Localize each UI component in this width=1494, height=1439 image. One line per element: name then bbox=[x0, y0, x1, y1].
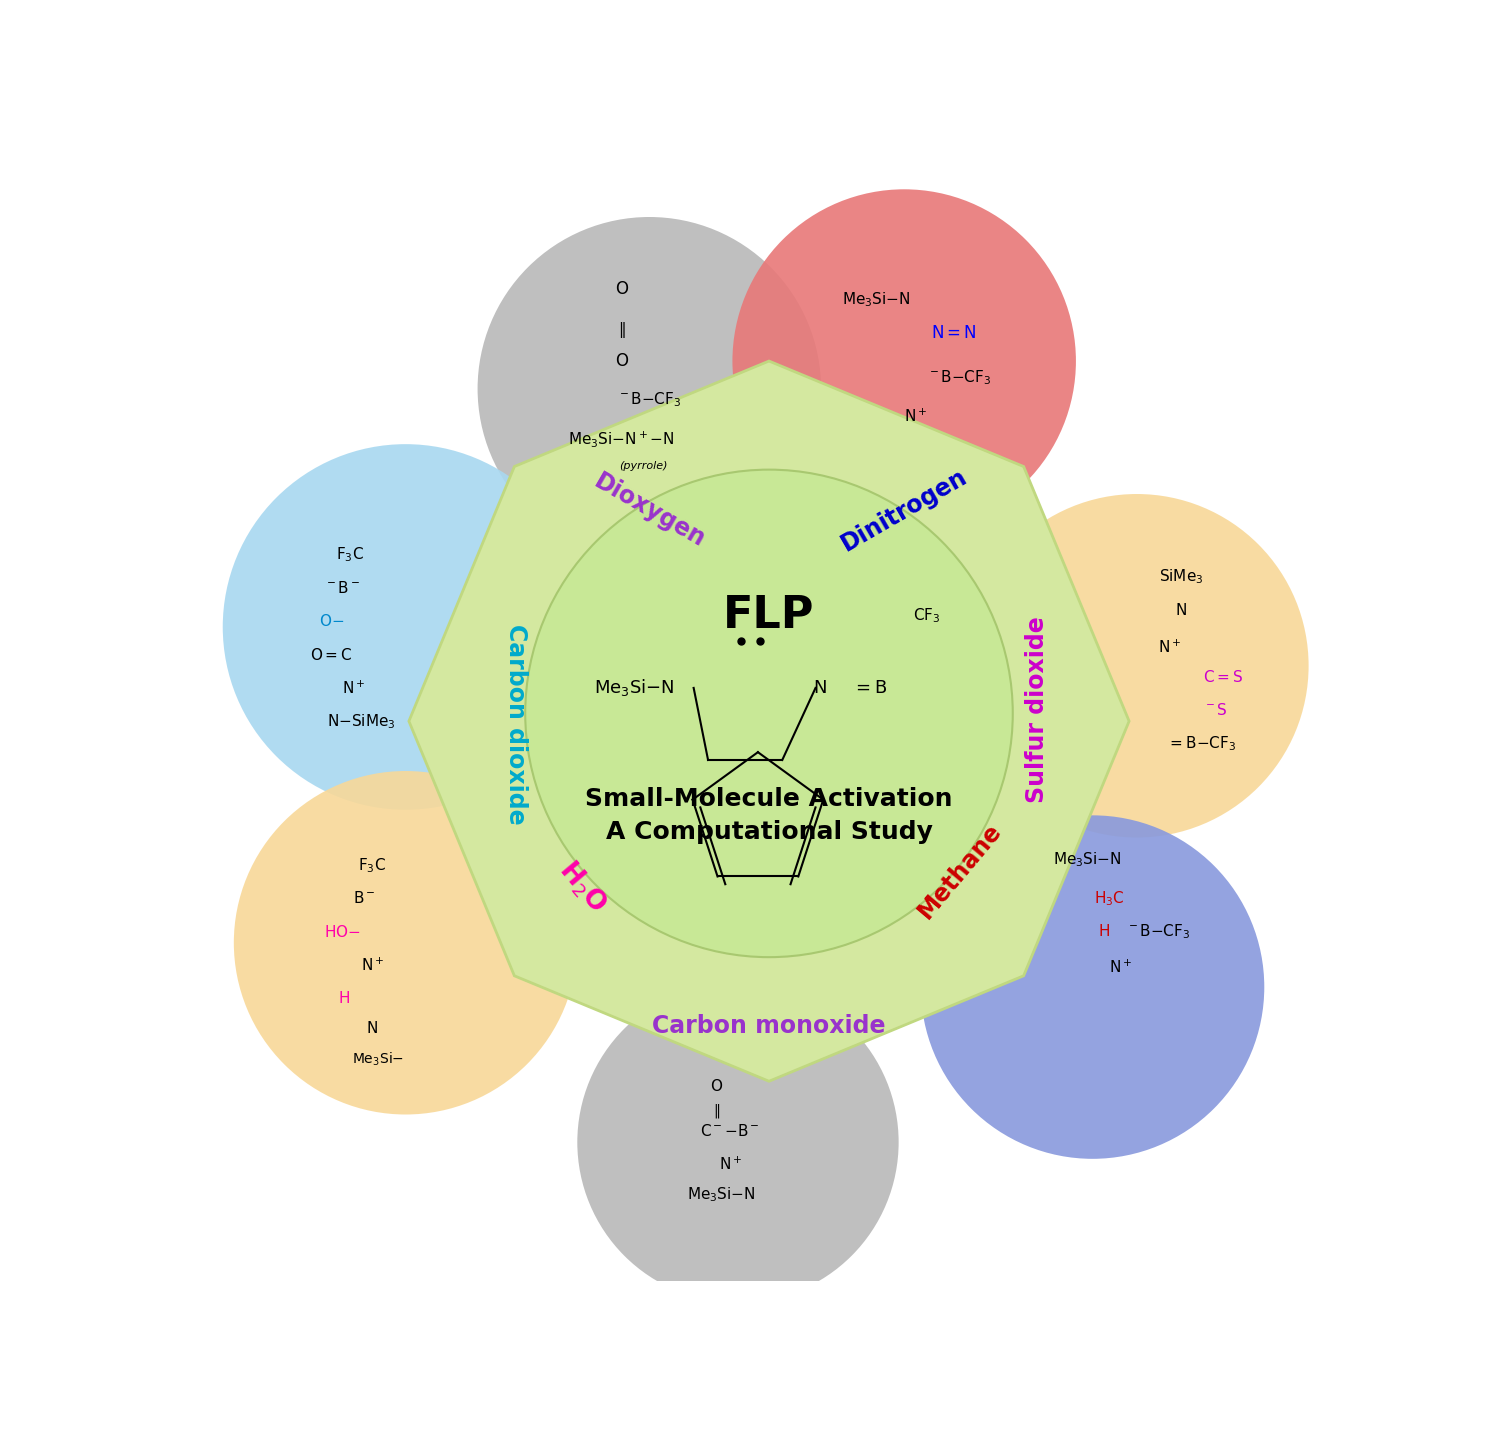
Text: Me$_3$Si$-$N: Me$_3$Si$-$N bbox=[1053, 850, 1122, 869]
Text: O$-$: O$-$ bbox=[318, 613, 344, 629]
Text: $=$B: $=$B bbox=[852, 679, 887, 696]
Text: $^-$B$^-$: $^-$B$^-$ bbox=[324, 580, 360, 596]
Text: N$^+$: N$^+$ bbox=[1158, 639, 1182, 656]
Text: (pyrrole): (pyrrole) bbox=[620, 462, 668, 472]
Text: Carbon monoxide: Carbon monoxide bbox=[653, 1014, 886, 1038]
Ellipse shape bbox=[526, 469, 1013, 957]
Text: F$_3$C: F$_3$C bbox=[359, 856, 387, 875]
Text: N$^+$: N$^+$ bbox=[360, 957, 384, 974]
Polygon shape bbox=[409, 361, 1129, 1081]
Text: Me$_3$Si$-$: Me$_3$Si$-$ bbox=[353, 1050, 403, 1068]
Text: Me$_3$Si$-$N: Me$_3$Si$-$N bbox=[687, 1184, 756, 1203]
Text: Me$_3$Si$-$N$^+$$-$N: Me$_3$Si$-$N$^+$$-$N bbox=[568, 429, 675, 449]
Circle shape bbox=[577, 981, 898, 1302]
Text: Me$_3$Si$-$N: Me$_3$Si$-$N bbox=[843, 291, 911, 309]
Text: C$=$S: C$=$S bbox=[1203, 669, 1243, 685]
Text: N: N bbox=[366, 1020, 378, 1036]
Text: H$_2$O: H$_2$O bbox=[553, 856, 613, 918]
Text: $^-$B$-$CF$_3$: $^-$B$-$CF$_3$ bbox=[617, 390, 681, 409]
Circle shape bbox=[732, 190, 1076, 532]
Text: Carbon dioxide: Carbon dioxide bbox=[505, 625, 529, 825]
Text: O: O bbox=[616, 281, 627, 298]
Text: N$-$SiMe$_3$: N$-$SiMe$_3$ bbox=[327, 712, 396, 731]
Text: N$^+$: N$^+$ bbox=[1109, 958, 1132, 976]
Text: Methane: Methane bbox=[913, 819, 1005, 922]
Text: B$^-$: B$^-$ bbox=[353, 891, 376, 907]
Text: N: N bbox=[1176, 603, 1186, 617]
Text: A Computational Study: A Computational Study bbox=[605, 820, 932, 843]
Text: $\|$: $\|$ bbox=[713, 1102, 720, 1120]
Circle shape bbox=[235, 771, 577, 1114]
Text: CF$_3$: CF$_3$ bbox=[913, 607, 941, 625]
Text: Dioxygen: Dioxygen bbox=[590, 469, 710, 553]
Text: $^-$S: $^-$S bbox=[1203, 702, 1228, 718]
Text: O: O bbox=[616, 353, 627, 370]
Text: SiMe$_3$: SiMe$_3$ bbox=[1159, 568, 1204, 587]
Text: Sulfur dioxide: Sulfur dioxide bbox=[1025, 617, 1049, 803]
Text: H$_3$C: H$_3$C bbox=[1094, 889, 1125, 908]
Text: O$=$C: O$=$C bbox=[311, 646, 353, 663]
Text: N: N bbox=[813, 679, 826, 696]
Text: F$_3$C: F$_3$C bbox=[336, 545, 365, 564]
Text: $\|$: $\|$ bbox=[619, 319, 626, 340]
Text: N$^+$: N$^+$ bbox=[904, 407, 926, 425]
Text: H: H bbox=[339, 990, 351, 1006]
Text: C$^-$$-$B$^-$: C$^-$$-$B$^-$ bbox=[701, 1122, 760, 1140]
Text: N$=$N: N$=$N bbox=[931, 324, 977, 342]
Text: N$^+$: N$^+$ bbox=[342, 679, 365, 696]
Text: Small-Molecule Activation: Small-Molecule Activation bbox=[586, 787, 953, 810]
Text: $^-$B$-$CF$_3$: $^-$B$-$CF$_3$ bbox=[1126, 922, 1191, 941]
Text: N$^+$: N$^+$ bbox=[719, 1156, 743, 1173]
Text: Me$_3$Si$-$N: Me$_3$Si$-$N bbox=[595, 678, 675, 698]
Circle shape bbox=[478, 217, 822, 560]
Text: $^-$B$-$CF$_3$: $^-$B$-$CF$_3$ bbox=[928, 368, 992, 387]
Circle shape bbox=[965, 494, 1309, 837]
Text: Dinitrogen: Dinitrogen bbox=[837, 465, 971, 557]
Text: $=$B$-$CF$_3$: $=$B$-$CF$_3$ bbox=[1167, 734, 1236, 753]
Text: H: H bbox=[1098, 924, 1110, 940]
Text: HO$-$: HO$-$ bbox=[324, 924, 360, 940]
Circle shape bbox=[920, 816, 1264, 1158]
Text: FLP: FLP bbox=[723, 594, 814, 637]
Text: O: O bbox=[710, 1079, 722, 1094]
Circle shape bbox=[223, 445, 589, 810]
